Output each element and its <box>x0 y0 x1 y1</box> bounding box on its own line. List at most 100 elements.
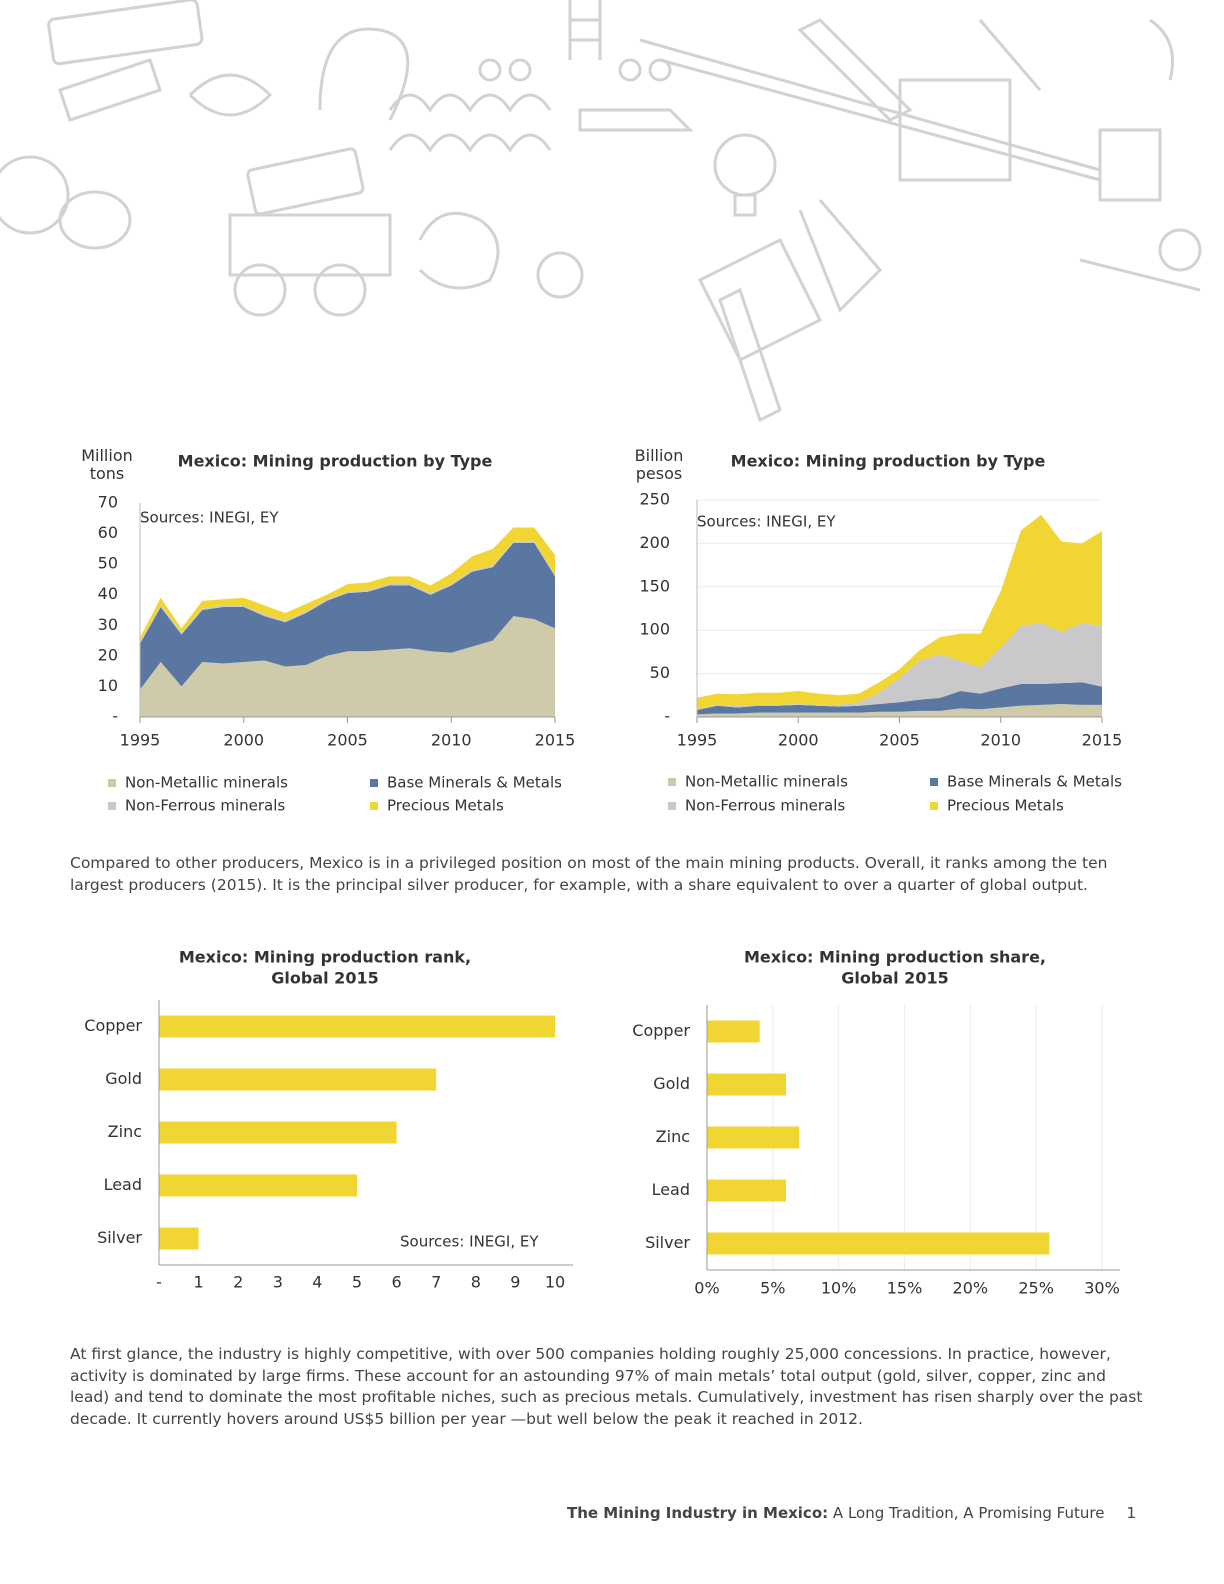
legend-swatch <box>930 802 938 810</box>
y-axis-label: Million tons <box>81 446 133 483</box>
legend-label: Base Minerals & Metals <box>947 773 1122 791</box>
y-tick-label: 50 <box>650 663 670 682</box>
legend-label: Precious Metals <box>947 797 1064 815</box>
x-tick-label: 5% <box>760 1279 785 1298</box>
bar <box>707 1020 760 1043</box>
y-tick-label: 60 <box>98 523 118 542</box>
x-tick-label: 20% <box>953 1279 989 1298</box>
chart-title: Global 2015 <box>841 969 948 988</box>
legend-label: Base Minerals & Metals <box>387 774 562 792</box>
category-label: Gold <box>653 1074 690 1093</box>
x-tick-label: 2 <box>233 1273 243 1292</box>
bar <box>707 1073 786 1096</box>
y-tick-label: 50 <box>98 554 118 573</box>
y-tick-label: 200 <box>639 533 670 552</box>
y-tick-label: - <box>112 707 118 726</box>
legend-swatch <box>370 802 378 810</box>
y-tick-label: 250 <box>639 490 670 509</box>
x-tick-label: 3 <box>273 1273 283 1292</box>
x-tick-label: 2015 <box>535 731 576 750</box>
x-tick-label: 2000 <box>223 731 264 750</box>
bar <box>159 1227 199 1250</box>
area-series <box>140 616 555 717</box>
y-tick-label: 100 <box>639 620 670 639</box>
category-label: Copper <box>84 1016 142 1035</box>
y-tick-label: 30 <box>98 615 118 634</box>
category-label: Gold <box>105 1069 142 1088</box>
chart-title: Mexico: Mining production by Type <box>731 452 1046 471</box>
source-note: Sources: INEGI, EY <box>697 513 836 531</box>
legend-label: Precious Metals <box>387 797 504 815</box>
chart-title: Global 2015 <box>271 969 378 988</box>
x-tick-label: 0% <box>694 1279 719 1298</box>
x-tick-label: 2005 <box>327 731 368 750</box>
paragraph: At first glance, the industry is highly … <box>70 1345 1143 1428</box>
area-series <box>697 682 1102 715</box>
area-series <box>140 542 555 690</box>
x-tick-label: 2015 <box>1082 731 1123 750</box>
x-tick-label: 2000 <box>778 731 819 750</box>
x-tick-label: 5 <box>352 1273 362 1292</box>
category-label: Zinc <box>656 1127 690 1146</box>
source-note: Sources: INEGI, EY <box>140 509 279 527</box>
source-note: Sources: INEGI, EY <box>400 1233 539 1251</box>
x-tick-label: 2010 <box>980 731 1021 750</box>
bar <box>159 1015 555 1038</box>
legend-swatch <box>108 802 116 810</box>
legend-swatch <box>668 778 676 786</box>
area-series <box>697 623 1102 711</box>
legend-label: Non-Metallic minerals <box>685 773 848 791</box>
legend-label: Non-Ferrous minerals <box>125 797 285 815</box>
legend-swatch <box>930 778 938 786</box>
legend-swatch <box>370 779 378 787</box>
y-axis-label: Billion pesos <box>634 446 684 483</box>
bar <box>707 1179 786 1202</box>
chart-title: Mexico: Mining production share, <box>744 948 1046 967</box>
area-series <box>697 514 1102 710</box>
x-tick-label: 1995 <box>677 731 718 750</box>
area-series <box>140 541 555 644</box>
bar <box>159 1174 357 1197</box>
y-tick-label: 150 <box>639 576 670 595</box>
chart-title: Mexico: Mining production rank, <box>179 948 471 967</box>
x-tick-label: 8 <box>471 1273 481 1292</box>
paragraph: Compared to other producers, Mexico is i… <box>70 854 1108 894</box>
x-tick-label: 10% <box>821 1279 857 1298</box>
bar <box>159 1068 437 1091</box>
bar <box>707 1126 800 1149</box>
x-tick-label: 25% <box>1018 1279 1054 1298</box>
area-series <box>140 527 555 643</box>
page-number: 1 <box>1126 1504 1136 1522</box>
x-tick-label: 2005 <box>879 731 920 750</box>
tool-illustration <box>0 0 1202 423</box>
legend-swatch <box>668 802 676 810</box>
bar <box>159 1121 397 1144</box>
y-tick-label: - <box>664 707 670 726</box>
legend-swatch <box>108 779 116 787</box>
y-tick-label: 20 <box>98 645 118 664</box>
y-tick-label: 10 <box>98 676 118 695</box>
chart-title: Mexico: Mining production by Type <box>178 452 493 471</box>
category-label: Silver <box>97 1228 142 1247</box>
category-label: Lead <box>104 1175 142 1194</box>
x-tick-label: 7 <box>431 1273 441 1292</box>
footer-title: A Long Tradition, A Promising Future <box>832 1504 1105 1522</box>
y-tick-label: 40 <box>98 584 118 603</box>
footer: The Mining Industry in Mexico: A Long Tr… <box>567 1504 1136 1522</box>
legend-label: Non-Ferrous minerals <box>685 797 845 815</box>
category-label: Silver <box>645 1233 690 1252</box>
x-tick-label: - <box>156 1273 162 1292</box>
area-series <box>697 703 1102 717</box>
x-tick-label: 6 <box>392 1273 402 1292</box>
x-tick-label: 2010 <box>431 731 472 750</box>
x-tick-label: 1 <box>194 1273 204 1292</box>
x-tick-label: 9 <box>510 1273 520 1292</box>
x-tick-label: 30% <box>1084 1279 1120 1298</box>
x-tick-label: 4 <box>312 1273 322 1292</box>
x-tick-label: 15% <box>887 1279 923 1298</box>
category-label: Zinc <box>108 1122 142 1141</box>
y-tick-label: 70 <box>98 493 118 512</box>
category-label: Lead <box>652 1180 690 1199</box>
